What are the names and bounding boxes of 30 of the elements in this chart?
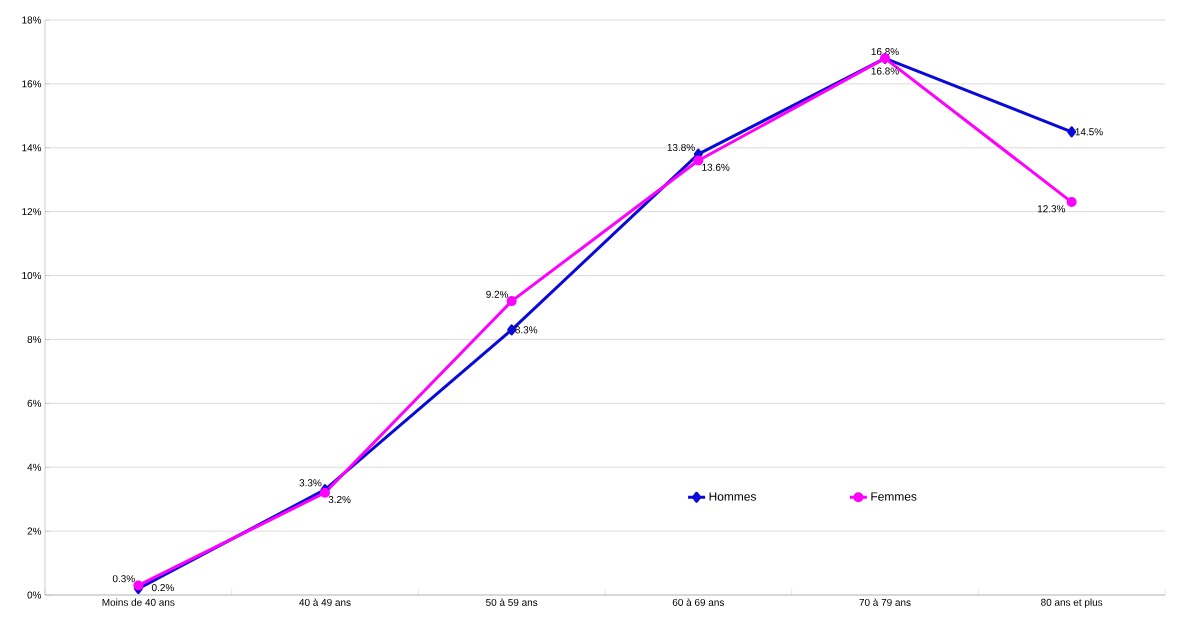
data-label: 0.3% <box>112 575 135 583</box>
data-label: 3.3% <box>299 479 322 487</box>
x-tick-label: 80 ans et plus <box>1041 598 1103 608</box>
data-label: 14.5% <box>1075 128 1103 136</box>
data-label: 13.8% <box>667 143 695 151</box>
legend-label: Femmes <box>871 492 917 501</box>
data-label: 12.3% <box>1037 205 1066 213</box>
data-label: 3.2% <box>328 495 351 504</box>
x-tick-label: 40 à 49 ans <box>299 598 351 606</box>
y-tick-label: 0% <box>27 591 42 599</box>
data-label: 16.8% <box>871 67 899 75</box>
legend-label: Hommes <box>709 492 756 501</box>
data-label: 16.8% <box>871 48 899 56</box>
y-tick-label: 10% <box>22 272 42 280</box>
x-tick-label: Moins de 40 ans <box>102 598 175 606</box>
y-tick-label: 2% <box>27 527 42 535</box>
y-tick-label: 4% <box>27 463 42 471</box>
x-tick-label: 50 à 59 ans <box>486 598 538 606</box>
data-label: 0.2% <box>151 584 174 592</box>
data-label: 8.3% <box>515 326 538 334</box>
data-label: 9.2% <box>486 290 509 298</box>
x-tick-label: 60 à 69 ans <box>672 598 724 606</box>
y-tick-label: 12% <box>22 208 42 216</box>
x-tick-label: 70 à 79 ans <box>859 598 911 606</box>
y-tick-label: 18% <box>22 16 42 24</box>
data-label: 13.6% <box>702 163 730 171</box>
y-tick-label: 14% <box>22 144 42 152</box>
y-tick-label: 6% <box>27 399 42 407</box>
y-tick-label: 8% <box>27 335 42 343</box>
y-tick-label: 16% <box>22 80 42 88</box>
